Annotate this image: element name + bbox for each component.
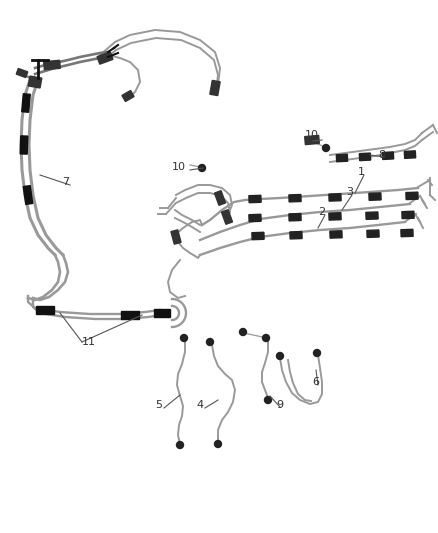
Circle shape: [262, 335, 269, 342]
Bar: [22, 94, 30, 112]
Text: 1: 1: [358, 167, 365, 177]
Text: 8: 8: [378, 150, 385, 160]
Circle shape: [180, 335, 187, 342]
Bar: [121, 311, 139, 319]
Bar: [289, 195, 301, 202]
Text: 10: 10: [172, 162, 186, 172]
Bar: [402, 211, 414, 219]
Bar: [401, 229, 413, 237]
Bar: [249, 195, 261, 203]
Text: 5: 5: [155, 400, 162, 410]
Bar: [382, 152, 394, 159]
Circle shape: [314, 350, 321, 357]
Bar: [369, 193, 381, 200]
Bar: [122, 91, 134, 101]
Bar: [305, 135, 319, 144]
Bar: [290, 231, 302, 239]
Text: 9: 9: [276, 400, 283, 410]
Bar: [20, 136, 28, 154]
Bar: [404, 151, 416, 158]
Circle shape: [206, 338, 213, 345]
Text: 2: 2: [318, 207, 325, 217]
Bar: [44, 60, 60, 70]
Bar: [367, 230, 379, 237]
Circle shape: [240, 328, 247, 335]
Bar: [28, 76, 42, 88]
Bar: [336, 154, 348, 162]
Bar: [97, 52, 113, 64]
Bar: [289, 214, 301, 221]
Circle shape: [215, 440, 222, 448]
Bar: [329, 193, 341, 201]
Circle shape: [322, 144, 329, 151]
Bar: [359, 153, 371, 160]
Bar: [16, 68, 28, 77]
Circle shape: [265, 397, 272, 403]
Bar: [366, 212, 378, 220]
Bar: [36, 306, 54, 314]
Bar: [249, 214, 261, 222]
Bar: [154, 309, 170, 317]
Bar: [215, 191, 226, 205]
Bar: [171, 230, 181, 244]
Circle shape: [198, 165, 205, 172]
Text: 4: 4: [196, 400, 203, 410]
Bar: [406, 192, 418, 199]
Bar: [222, 209, 233, 224]
Bar: [23, 185, 33, 204]
Text: 6: 6: [312, 377, 319, 387]
Text: 7: 7: [62, 177, 69, 187]
Circle shape: [276, 352, 283, 359]
Bar: [252, 232, 264, 240]
Bar: [329, 213, 341, 220]
Text: 10: 10: [305, 130, 319, 140]
Text: 11: 11: [82, 337, 96, 347]
Circle shape: [177, 441, 184, 448]
Text: 3: 3: [346, 187, 353, 197]
Bar: [330, 231, 342, 238]
Bar: [210, 80, 220, 95]
